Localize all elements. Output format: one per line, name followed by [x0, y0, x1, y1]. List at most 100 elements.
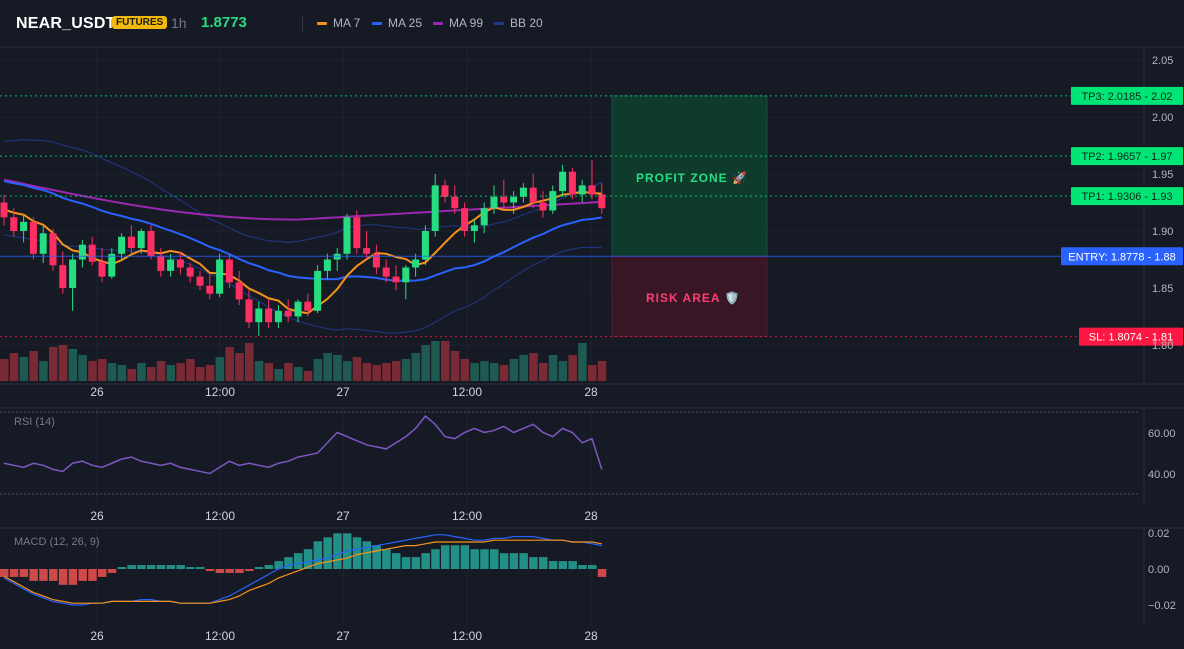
candle-body: [118, 236, 126, 254]
macd-hist-bar: [156, 565, 166, 569]
volume-bar: [480, 361, 489, 381]
macd-hist-bar: [166, 565, 176, 569]
level-label-bg-sl: [1079, 327, 1183, 346]
candle-body: [500, 196, 508, 203]
level-label-bg-tp1: [1071, 187, 1183, 206]
price-tick: 1.90: [1152, 226, 1173, 238]
candle-body: [441, 185, 449, 197]
volume-bar: [441, 341, 450, 381]
level-label-bg-tp2: [1071, 147, 1183, 166]
candle-body: [392, 276, 400, 283]
candle-body: [167, 259, 175, 271]
timeframe-label[interactable]: 1h: [171, 15, 187, 31]
time-tick: 12:00: [205, 385, 235, 399]
time-tick: 27: [336, 385, 350, 399]
macd-signal-line: [3, 539, 602, 604]
macd-hist-bar: [597, 569, 607, 577]
candle-body: [98, 261, 106, 277]
volume-bar: [9, 353, 19, 381]
volume-bar: [245, 343, 254, 381]
price-axis[interactable]: 2.05 2.00 1.95 1.90 1.85 1.80: [1152, 55, 1173, 352]
volume-bar: [107, 363, 117, 381]
macd-hist-bar: [205, 569, 215, 571]
profit-zone-label: PROFIT ZONE 🚀: [636, 171, 748, 185]
volume-bar: [568, 355, 577, 381]
candle-body: [88, 244, 96, 262]
macd-hist-bar: [225, 569, 234, 573]
volume-bar: [294, 367, 303, 381]
candle-body: [137, 231, 145, 249]
legend-ma7[interactable]: MA 7: [317, 16, 360, 30]
time-tick: 12:00: [205, 509, 235, 523]
symbol-name[interactable]: NEAR_USDT: [16, 15, 116, 32]
candle-body: [10, 217, 18, 231]
macd-hist-bar: [313, 541, 323, 569]
volume-bar: [401, 359, 411, 381]
macd-hist-bar: [196, 567, 205, 569]
volume-bar: [499, 365, 509, 381]
candle-body: [372, 253, 380, 268]
price-tick: 1.85: [1152, 283, 1173, 295]
candle-body: [245, 299, 253, 323]
macd-hist-bar: [274, 561, 283, 569]
volume-bar: [196, 367, 205, 381]
time-tick: 12:00: [205, 629, 235, 643]
candle-body: [0, 202, 8, 218]
macd-tick-zero: 0.00: [1148, 564, 1169, 576]
volume-bar: [392, 361, 401, 381]
macd-hist-bar: [529, 557, 538, 569]
macd-hist-bar: [578, 565, 587, 569]
volume-bar: [117, 365, 127, 381]
macd-hist-bar: [294, 553, 303, 569]
volume-bar: [470, 363, 479, 381]
volume-bar: [382, 363, 391, 381]
last-price: 1.8773: [201, 14, 247, 31]
legend-ma25[interactable]: MA 25: [372, 16, 422, 30]
macd-hist-bar: [0, 569, 9, 577]
ma99-swatch: [433, 21, 443, 25]
volume-bar: [58, 345, 68, 381]
macd-hist-bar: [519, 553, 528, 569]
time-tick: 28: [584, 509, 598, 523]
price-tick: 2.05: [1152, 55, 1173, 67]
macd-hist-bar: [431, 549, 440, 569]
volume-bar: [303, 371, 313, 381]
time-tick: 27: [336, 629, 350, 643]
rsi-tick-60: 60.00: [1148, 428, 1176, 440]
volume-bar: [186, 359, 195, 381]
candle-body: [461, 208, 469, 231]
macd-hist-bar: [98, 569, 107, 577]
legend-bb20[interactable]: BB 20: [494, 16, 543, 30]
candle-body: [127, 236, 135, 249]
candle-body: [490, 196, 498, 209]
macd-hist-bar: [235, 569, 244, 573]
volume-bar: [490, 363, 499, 381]
volume-bar: [264, 363, 274, 381]
macd-hist-bar: [470, 549, 479, 569]
volume-bar: [88, 361, 97, 381]
volume-bar: [333, 355, 342, 381]
candle-body: [470, 225, 478, 231]
macd-hist-bar: [49, 569, 58, 581]
volume-bar: [127, 369, 136, 381]
macd-hist-bar: [548, 561, 558, 569]
macd-hist-bar: [19, 569, 29, 577]
volume-bar: [558, 361, 568, 381]
candle-body: [176, 259, 184, 268]
candle-body: [539, 202, 547, 211]
macd-hist-bar: [509, 553, 519, 569]
bb-lower-line: [3, 234, 602, 334]
volume-bar: [529, 353, 538, 381]
trade-zones: PROFIT ZONE 🚀 RISK AREA 🛡️: [611, 95, 768, 337]
ma7-swatch: [317, 21, 327, 25]
volume-bar: [362, 363, 372, 381]
profit-zone: [611, 95, 768, 257]
candle-body: [578, 185, 586, 195]
futures-badge: FUTURES: [112, 16, 168, 29]
candle-body: [39, 233, 47, 254]
volume-bar: [29, 351, 38, 381]
macd-hist-bar: [107, 569, 117, 573]
candle-body: [274, 310, 282, 323]
legend-ma99[interactable]: MA 99: [433, 16, 483, 30]
